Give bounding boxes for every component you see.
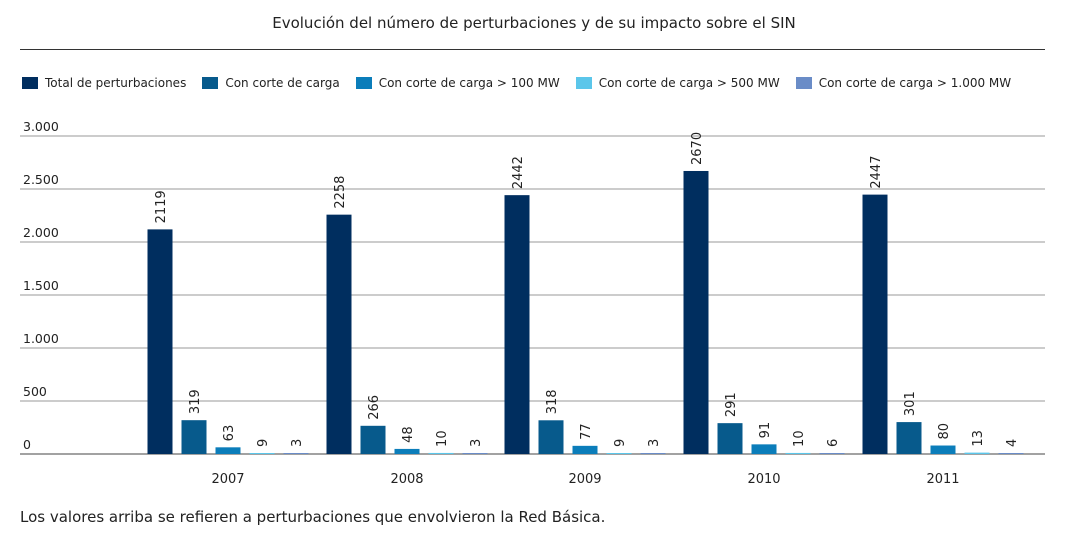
legend-swatch (355, 77, 372, 89)
legend-label: Con corte de carga > 100 MW (378, 76, 560, 90)
bar (215, 447, 241, 454)
bar (249, 453, 275, 454)
data-label: 77 (579, 423, 594, 440)
data-label: 2258 (333, 176, 348, 209)
bar (360, 425, 386, 454)
x-tick-label: 2007 (211, 472, 244, 487)
bar (326, 214, 352, 454)
data-label: 3 (290, 439, 305, 447)
bar (428, 452, 454, 454)
bar (819, 453, 845, 454)
data-label: 80 (937, 423, 952, 440)
legend-label: Con corte de carga > 1.000 MW (818, 76, 1012, 90)
legend-item: Total de perturbaciones (22, 76, 186, 90)
data-label: 63 (222, 425, 237, 442)
data-label: 301 (903, 391, 918, 416)
data-label: 2442 (511, 156, 526, 189)
chart-footnote: Los valores arriba se refieren a perturb… (20, 508, 606, 526)
legend-label: Con corte de carga > 500 MW (598, 76, 780, 90)
bar (147, 229, 173, 454)
legend-label: Con corte de carga (225, 76, 340, 90)
y-tick-label: 0 (23, 437, 31, 452)
legend-swatch (575, 77, 592, 89)
bar (683, 170, 709, 455)
legend-swatch (202, 77, 219, 89)
data-label: 2447 (869, 156, 884, 189)
bar (504, 195, 530, 454)
y-tick-label: 3.000 (23, 119, 59, 134)
x-tick-label: 2008 (390, 472, 423, 487)
bar (283, 453, 309, 454)
bar (572, 445, 598, 454)
data-label: 13 (971, 430, 986, 447)
data-label: 318 (545, 389, 560, 414)
x-tick-label: 2011 (926, 472, 959, 487)
y-tick-label: 2.000 (23, 225, 59, 240)
y-tick-label: 500 (23, 384, 47, 399)
data-label: 266 (367, 395, 382, 420)
data-label: 3 (469, 439, 484, 447)
data-label: 48 (401, 426, 416, 443)
bar (394, 448, 420, 454)
bar (640, 453, 666, 454)
legend-item: Con corte de carga > 500 MW (575, 76, 780, 90)
x-tick-label: 2010 (747, 472, 780, 487)
bar (896, 422, 922, 454)
title-divider (20, 49, 1045, 50)
bar (717, 423, 743, 454)
legend-label: Total de perturbaciones (45, 76, 187, 90)
bar (930, 445, 956, 454)
bar (862, 194, 888, 455)
y-tick-label: 1.500 (23, 278, 59, 293)
data-label: 10 (792, 430, 807, 447)
data-label: 2119 (154, 190, 169, 223)
data-label: 10 (435, 430, 450, 447)
bar (998, 453, 1024, 454)
data-label: 3 (647, 439, 662, 447)
bar (462, 453, 488, 454)
bar (606, 453, 632, 454)
data-label: 291 (724, 392, 739, 417)
chart-title: Evolución del número de perturbaciones y… (272, 14, 796, 32)
y-tick-label: 1.000 (23, 331, 59, 346)
legend-item: Con corte de carga > 1.000 MW (795, 76, 1012, 90)
y-tick-label: 2.500 (23, 172, 59, 187)
bar (785, 452, 811, 454)
data-label: 9 (613, 439, 628, 447)
data-label: 319 (188, 389, 203, 414)
bar (181, 420, 207, 454)
legend-item: Con corte de carga (202, 76, 340, 90)
bar (964, 452, 990, 454)
bar (538, 420, 564, 454)
x-tick-label: 2009 (568, 472, 601, 487)
data-label: 6 (826, 439, 841, 447)
data-label: 2670 (690, 132, 705, 165)
legend-swatch (22, 77, 38, 89)
data-label: 9 (256, 439, 271, 447)
data-label: 4 (1005, 439, 1020, 447)
data-label: 91 (758, 422, 773, 439)
chart-legend: Total de perturbaciones Con corte de carg… (22, 74, 1027, 92)
legend-swatch (795, 77, 812, 89)
bar (751, 444, 777, 454)
legend-item: Con corte de carga > 100 MW (355, 76, 560, 90)
